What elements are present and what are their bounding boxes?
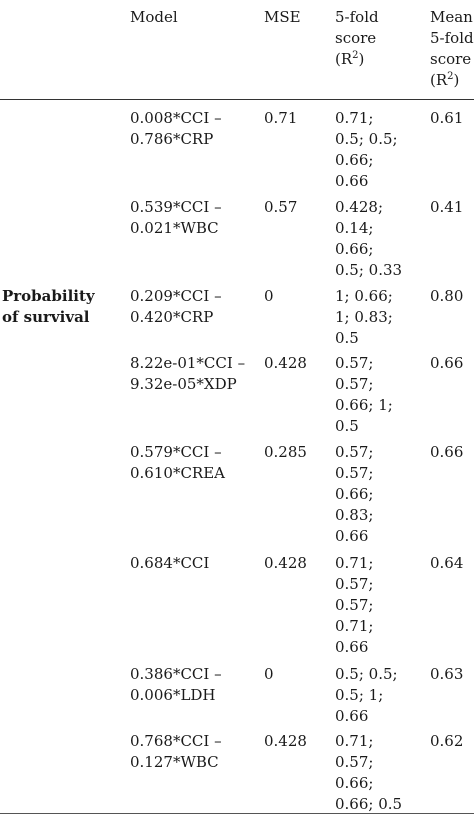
header-mean-r-pre: (R bbox=[430, 71, 448, 89]
header-mean-line2: 5-fold bbox=[430, 29, 474, 47]
row-6-model: 0.684*CCI bbox=[130, 554, 210, 572]
row-1-mse: 0.71 bbox=[264, 109, 298, 127]
row-1-fold: 0.71; 0.5; 0.5; 0.66; 0.66 bbox=[335, 109, 398, 190]
row-3-mean: 0.80 bbox=[430, 287, 464, 305]
header-5fold-line1: 5-fold bbox=[335, 8, 379, 26]
row-6-fold: 0.71; 0.57; 0.57; 0.71; 0.66 bbox=[335, 554, 374, 656]
header-mse: MSE bbox=[264, 8, 301, 26]
row-8-model: 0.768*CCI – 0.127*WBC bbox=[130, 732, 222, 771]
row-3-model: 0.209*CCI – 0.420*CRP bbox=[130, 287, 222, 326]
row-2-model: 0.539*CCI – 0.021*WBC bbox=[130, 198, 222, 237]
header-5fold-r-post: ) bbox=[358, 50, 365, 68]
row-4-mse: 0.428 bbox=[264, 354, 307, 372]
row-4-model: 8.22e-01*CCI – 9.32e-05*XDP bbox=[130, 354, 246, 393]
row-2-fold: 0.428; 0.14; 0.66; 0.5; 0.33 bbox=[335, 198, 403, 279]
row-5-fold: 0.57; 0.57; 0.66; 0.83; 0.66 bbox=[335, 443, 374, 545]
row-7-mse: 0 bbox=[264, 665, 274, 683]
header-mean-line4: (R2) bbox=[430, 70, 474, 91]
row-2-mse: 0.57 bbox=[264, 198, 298, 216]
row-5-mean: 0.66 bbox=[430, 443, 464, 461]
row-7-model: 0.386*CCI – 0.006*LDH bbox=[130, 665, 222, 704]
row-8-mse: 0.428 bbox=[264, 732, 307, 750]
header-divider bbox=[0, 99, 474, 100]
group-label: Probability of survival bbox=[2, 286, 120, 328]
header-mean-line1: Mean bbox=[430, 8, 473, 26]
header-mean-r-post: ) bbox=[453, 71, 460, 89]
row-5-mse: 0.285 bbox=[264, 443, 307, 461]
header-5fold-score: 5-fold score (R2) bbox=[335, 7, 405, 70]
group-label-line2: of survival bbox=[2, 308, 90, 326]
row-7-fold: 0.5; 0.5; 0.5; 1; 0.66 bbox=[335, 665, 398, 725]
header-mean-line3: score bbox=[430, 50, 472, 68]
header-5fold-r-pre: (R bbox=[335, 50, 353, 68]
row-2-mean: 0.41 bbox=[430, 198, 464, 216]
row-8-fold: 0.71; 0.57; 0.66; 0.66; 0.5 bbox=[335, 732, 403, 813]
row-3-fold: 1; 0.66; 1; 0.83; 0.5 bbox=[335, 287, 393, 347]
table-bottom-rule bbox=[0, 813, 474, 814]
row-6-mse: 0.428 bbox=[264, 554, 307, 572]
row-3-mse: 0 bbox=[264, 287, 274, 305]
row-5-model: 0.579*CCI – 0.610*CREA bbox=[130, 443, 225, 482]
row-4-mean: 0.66 bbox=[430, 354, 464, 372]
group-label-line1: Probability bbox=[2, 287, 95, 305]
row-7-mean: 0.63 bbox=[430, 665, 464, 683]
header-mean-r-sup: 2 bbox=[447, 71, 454, 82]
row-6-mean: 0.64 bbox=[430, 554, 464, 572]
row-1-mean: 0.61 bbox=[430, 109, 464, 127]
header-mean-5fold-score: Mean 5-fold score (R2) bbox=[430, 7, 474, 91]
row-4-fold: 0.57; 0.57; 0.66; 1; 0.5 bbox=[335, 354, 393, 435]
row-1-model: 0.008*CCI – 0.786*CRP bbox=[130, 109, 222, 148]
row-8-mean: 0.62 bbox=[430, 732, 464, 750]
header-model: Model bbox=[130, 8, 178, 26]
header-5fold-line2: score bbox=[335, 29, 377, 47]
header-5fold-line3: (R2) bbox=[335, 49, 405, 70]
header-5fold-r-sup: 2 bbox=[352, 50, 359, 61]
